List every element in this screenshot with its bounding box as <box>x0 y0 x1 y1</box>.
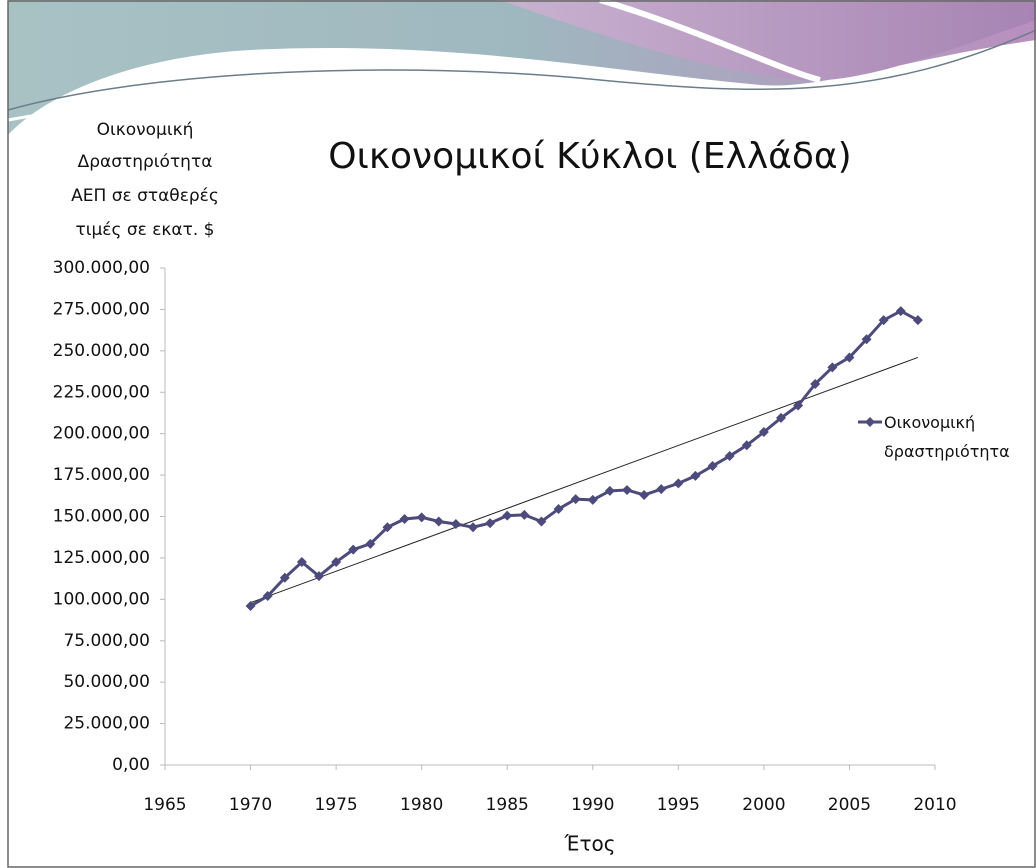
legend-marker <box>865 417 875 427</box>
data-point <box>519 510 529 520</box>
y-axis-title: Δραστηριότητα <box>78 152 213 172</box>
y-axis-title: Οικονομική <box>97 120 194 140</box>
trendline <box>251 357 918 602</box>
x-tick-label: 2000 <box>742 795 785 815</box>
header-decoration <box>8 0 1036 135</box>
y-tick-label: 50.000,00 <box>63 672 150 692</box>
data-point <box>468 522 478 532</box>
data-point <box>451 519 461 529</box>
data-point <box>400 514 410 524</box>
x-tick-label: 1980 <box>400 795 443 815</box>
chart-title: Οικονομικοί Κύκλοι (Ελλάδα) <box>328 136 851 177</box>
x-tick-label: 2010 <box>913 795 956 815</box>
y-tick-label: 225.000,00 <box>53 382 150 402</box>
y-tick-label: 275.000,00 <box>53 299 150 319</box>
data-point <box>622 485 632 495</box>
x-tick-label: 1990 <box>571 795 614 815</box>
y-tick-label: 75.000,00 <box>63 631 150 651</box>
data-point <box>417 512 427 522</box>
y-tick-label: 25.000,00 <box>63 714 150 734</box>
y-tick-label: 100.000,00 <box>53 589 150 609</box>
data-point <box>434 516 444 526</box>
data-point <box>673 478 683 488</box>
y-tick-label: 175.000,00 <box>53 465 150 485</box>
data-point <box>656 484 666 494</box>
series-line <box>251 311 918 606</box>
chart: Οικονομικοί Κύκλοι (Ελλάδα) Οικονομική Δ… <box>0 0 1036 868</box>
x-tick-label: 1970 <box>229 795 272 815</box>
slide: Οικονομικοί Κύκλοι (Ελλάδα) Οικονομική Δ… <box>0 0 1036 868</box>
data-point <box>485 518 495 528</box>
x-axis-title: Έτος <box>564 832 616 856</box>
y-axis-title: τιμές σε εκατ. $ <box>75 220 214 240</box>
data-point <box>639 490 649 500</box>
legend-label: Οικονομική δραστηριότητα <box>884 408 1024 466</box>
x-tick-label: 1975 <box>314 795 357 815</box>
y-tick-label: 250.000,00 <box>53 341 150 361</box>
y-tick-label: 125.000,00 <box>53 548 150 568</box>
y-tick-label: 200.000,00 <box>53 424 150 444</box>
data-point <box>502 511 512 521</box>
x-tick-label: 1965 <box>143 795 186 815</box>
y-tick-label: 150.000,00 <box>53 507 150 527</box>
x-tick-label: 2005 <box>828 795 871 815</box>
x-tick-label: 1995 <box>657 795 700 815</box>
y-tick-label: 0,00 <box>112 755 150 775</box>
y-tick-label: 300.000,00 <box>53 258 150 278</box>
x-tick-label: 1985 <box>486 795 529 815</box>
y-axis-title: ΑΕΠ σε σταθερές <box>71 186 219 206</box>
